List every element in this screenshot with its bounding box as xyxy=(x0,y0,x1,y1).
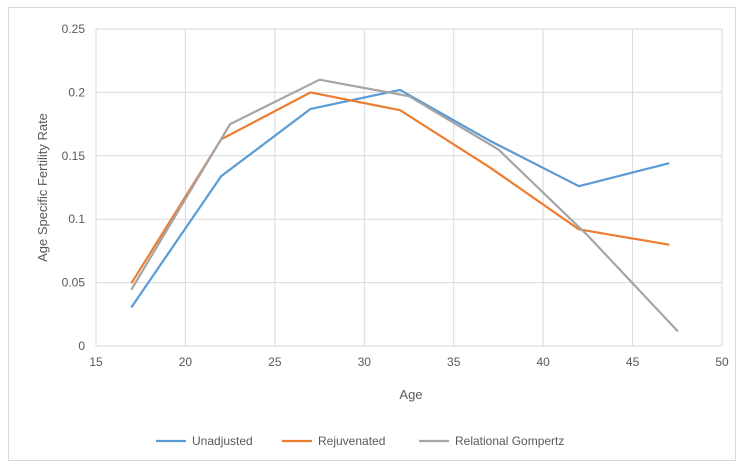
x-axis-title: Age xyxy=(399,387,422,402)
x-tick-label: 25 xyxy=(268,355,282,369)
y-axis-title: Age Specific Fertility Rate xyxy=(35,113,50,262)
x-tick-label: 50 xyxy=(715,355,729,369)
y-axis-tick-labels: 0 0.05 0.1 0.15 0.2 0.25 xyxy=(62,22,86,353)
x-tick-label: 35 xyxy=(447,355,461,369)
y-tick-label: 0.1 xyxy=(68,212,85,226)
legend-label: Rejuvenated xyxy=(318,434,385,448)
y-tick-label: 0.15 xyxy=(62,149,86,163)
legend: Unadjusted Rejuvenated Relational Gompertz xyxy=(156,434,564,448)
x-axis-tick-labels: 15 20 25 30 35 40 45 50 xyxy=(89,355,729,369)
y-tick-label: 0.2 xyxy=(68,85,85,99)
x-tick-label: 20 xyxy=(179,355,193,369)
x-tick-label: 15 xyxy=(89,355,103,369)
series-line-relational-gompertz xyxy=(130,78,679,332)
y-tick-label: 0.25 xyxy=(62,22,86,36)
gridlines xyxy=(95,28,723,347)
series-line-unadjusted xyxy=(130,88,670,308)
series-lines xyxy=(130,78,679,332)
x-tick-label: 45 xyxy=(626,355,640,369)
y-tick-label: 0.05 xyxy=(62,276,86,290)
x-tick-label: 30 xyxy=(358,355,372,369)
y-tick-label: 0 xyxy=(78,339,85,353)
x-tick-label: 40 xyxy=(536,355,550,369)
legend-label: Relational Gompertz xyxy=(455,434,564,448)
legend-label: Unadjusted xyxy=(192,434,253,448)
chart-frame xyxy=(8,7,736,461)
